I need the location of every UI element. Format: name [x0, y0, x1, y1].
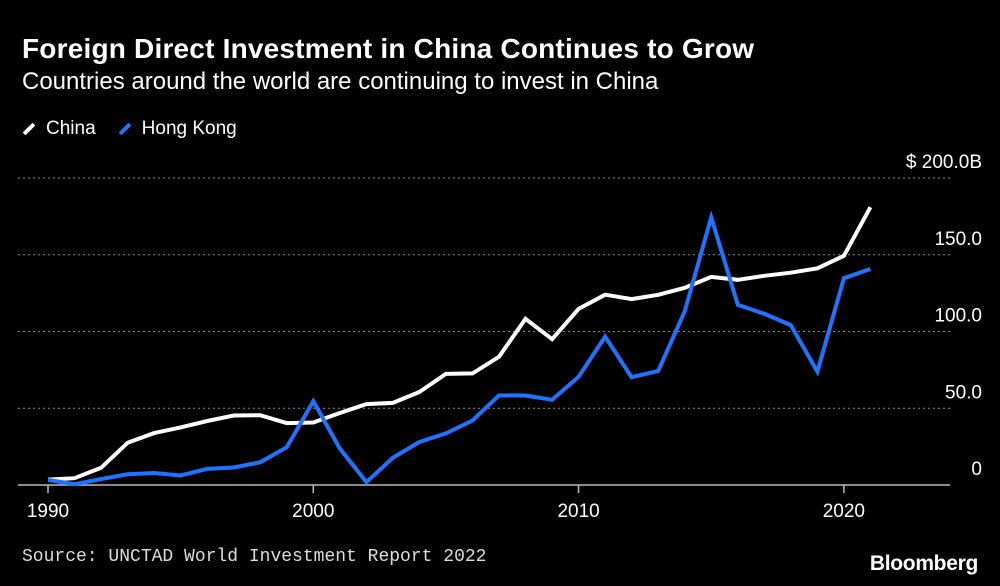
- legend-label-china: China: [46, 118, 96, 139]
- y-tick-label: 50.0: [945, 382, 982, 403]
- series-line-hong-kong: [47, 210, 872, 487]
- series-line-china: [47, 206, 873, 482]
- series-lines: [47, 206, 873, 487]
- y-tick-label: 150.0: [934, 229, 982, 250]
- x-tick-label: 2010: [557, 501, 599, 522]
- brand-logo: Bloomberg: [869, 552, 978, 575]
- chart-title: Foreign Direct Investment in China Conti…: [22, 33, 755, 64]
- y-tick-label: $ 200.0B: [906, 152, 982, 173]
- legend-item-hong-kong: Hong Kong: [118, 118, 237, 140]
- x-tick-label: 1990: [27, 501, 69, 522]
- y-tick-label: 0: [971, 459, 982, 480]
- x-tick-label: 2000: [292, 501, 334, 522]
- x-axis: 1990 2000 2010 2020: [18, 484, 950, 522]
- y-tick-label: 100.0: [934, 306, 982, 327]
- legend-item-china: China: [22, 118, 96, 140]
- legend-label-hong-kong: Hong Kong: [141, 118, 237, 139]
- chart-subtitle: Countries around the world are continuin…: [22, 68, 659, 95]
- x-tick-label: 2020: [823, 501, 865, 522]
- legend: China Hong Kong: [22, 118, 259, 140]
- source-note: Source: UNCTAD World Investment Report 2…: [22, 547, 487, 567]
- gridlines: [18, 177, 950, 409]
- y-axis-ticks: $ 200.0B 150.0 100.0 50.0 0: [906, 152, 982, 480]
